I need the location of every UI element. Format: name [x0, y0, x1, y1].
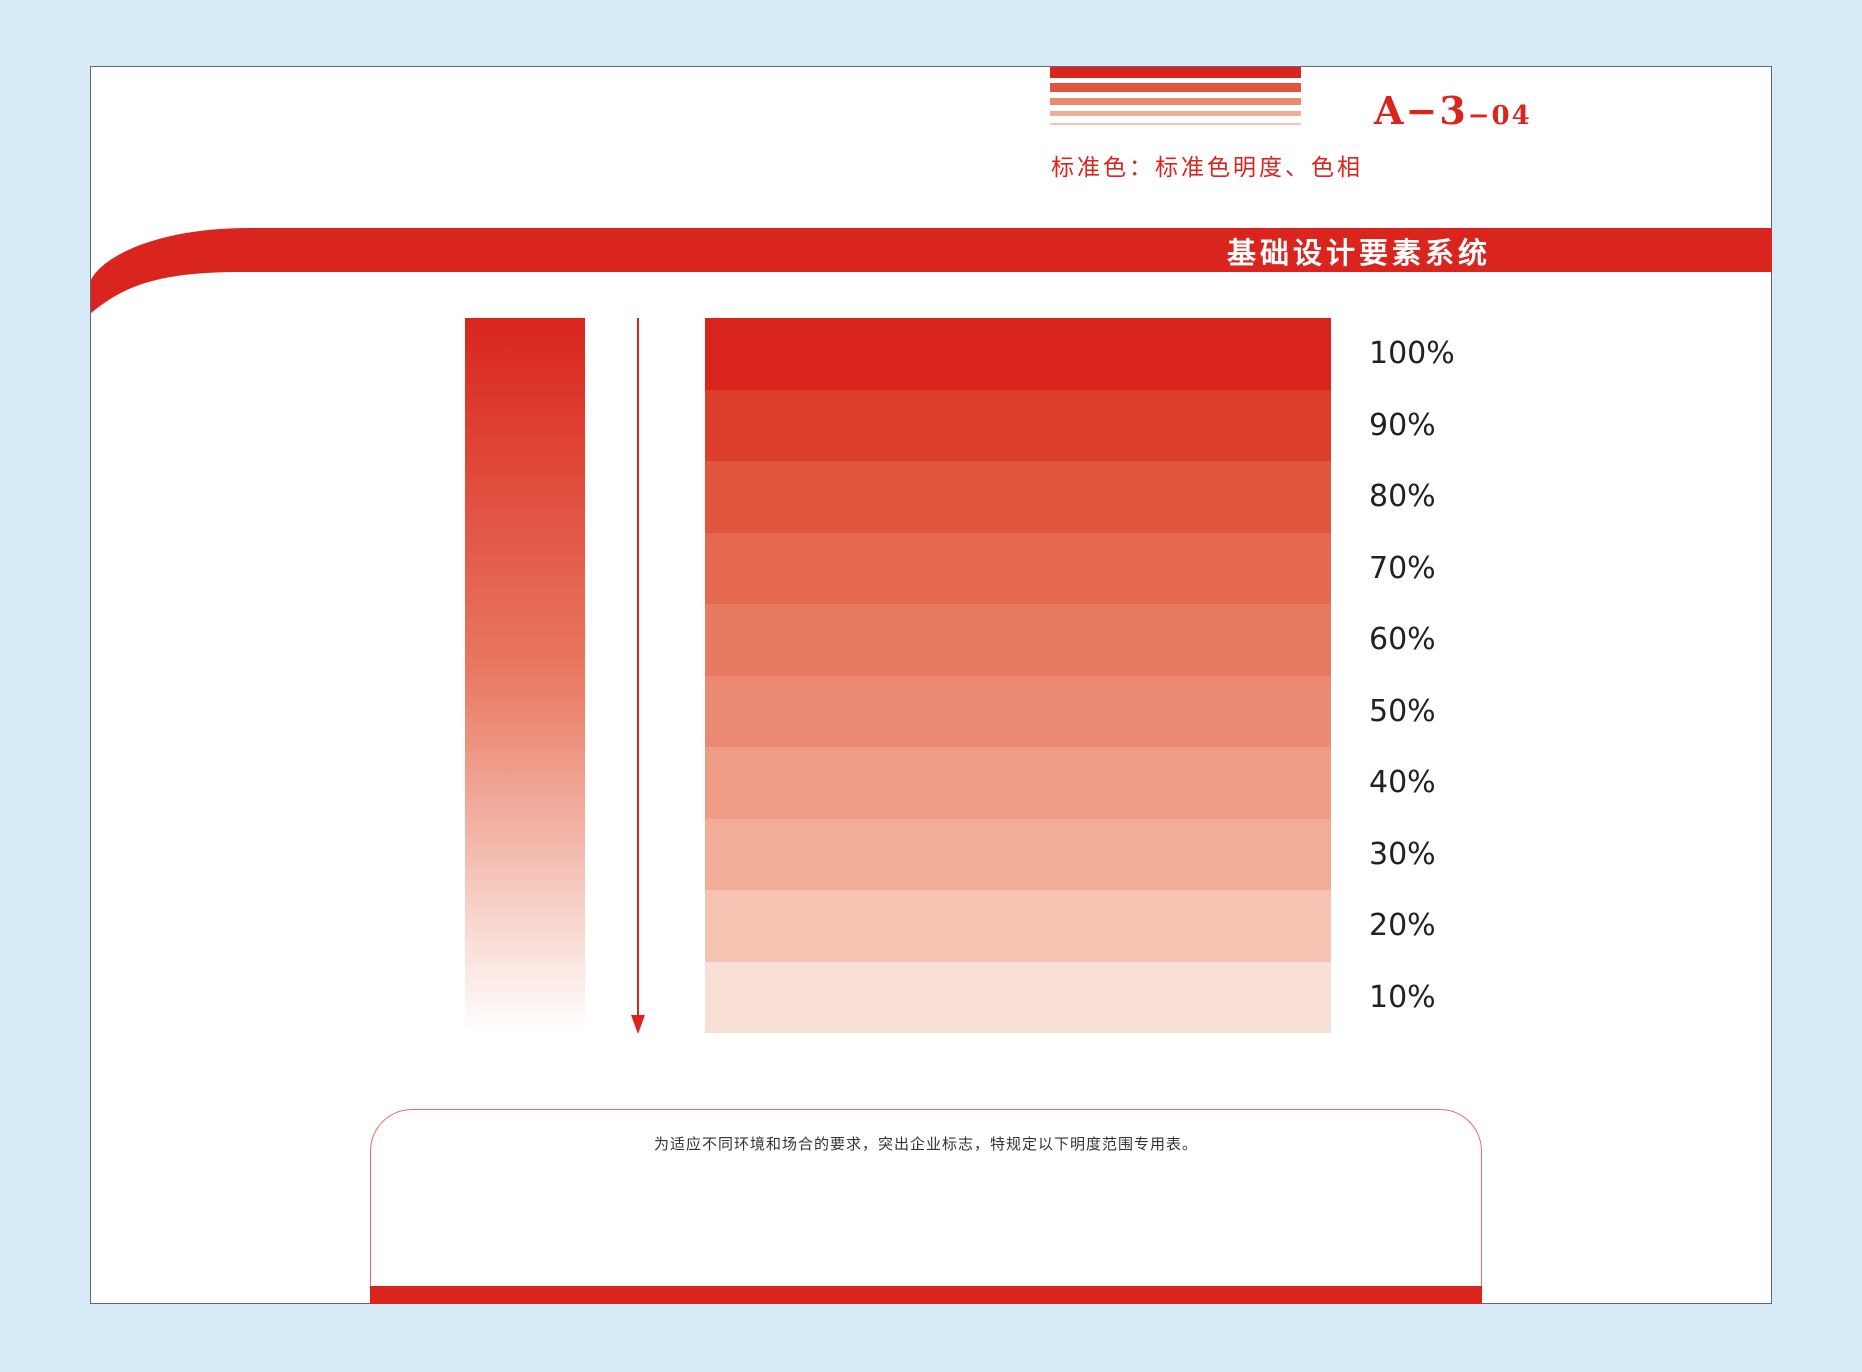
color-swatch [705, 890, 1331, 962]
page-code: A−3−04 [1374, 88, 1532, 133]
header-stripe [1050, 83, 1301, 92]
header-stripe [1050, 67, 1301, 78]
note-text: 为适应不同环境和场合的要求，突出企业标志，特规定以下明度范围专用表。 [653, 1135, 1198, 1153]
swatch-label: 20% [1369, 908, 1436, 943]
page-code-sub: −04 [1467, 101, 1532, 131]
color-swatch [705, 461, 1331, 533]
page-subtitle: 标准色：标准色明度、色相 [1051, 155, 1363, 181]
swatch-label: 60% [1369, 622, 1436, 657]
header-stripe [1050, 98, 1301, 105]
color-swatch [705, 747, 1331, 819]
swatch-label: 10% [1369, 979, 1436, 1015]
page-code-main: A−3 [1374, 88, 1468, 133]
swatch-label: 100% [1369, 336, 1455, 371]
section-title: 基础设计要素系统 [1227, 236, 1492, 270]
color-swatch [705, 389, 1331, 461]
swatch-label: 50% [1369, 693, 1436, 729]
swatch-label: 80% [1369, 479, 1436, 514]
header-stripe [1050, 123, 1301, 125]
color-swatch [705, 675, 1331, 747]
swatch-label: 40% [1369, 765, 1436, 800]
swatch-label: 30% [1369, 836, 1436, 872]
note-box: 为适应不同环境和场合的要求，突出企业标志，特规定以下明度范围专用表。 [370, 1109, 1482, 1304]
title-band [91, 228, 1772, 313]
color-swatch [705, 604, 1331, 676]
color-swatch [705, 961, 1331, 1033]
arrow-down-icon [631, 318, 645, 1034]
bottom-bar [370, 1286, 1482, 1304]
swatch-label: 90% [1369, 407, 1436, 443]
swatch-label: 70% [1369, 550, 1436, 586]
color-swatch [705, 532, 1331, 604]
gradient-bar [465, 318, 585, 1033]
header-stripe [1050, 111, 1301, 116]
color-swatch [705, 818, 1331, 890]
color-swatch [705, 318, 1331, 390]
